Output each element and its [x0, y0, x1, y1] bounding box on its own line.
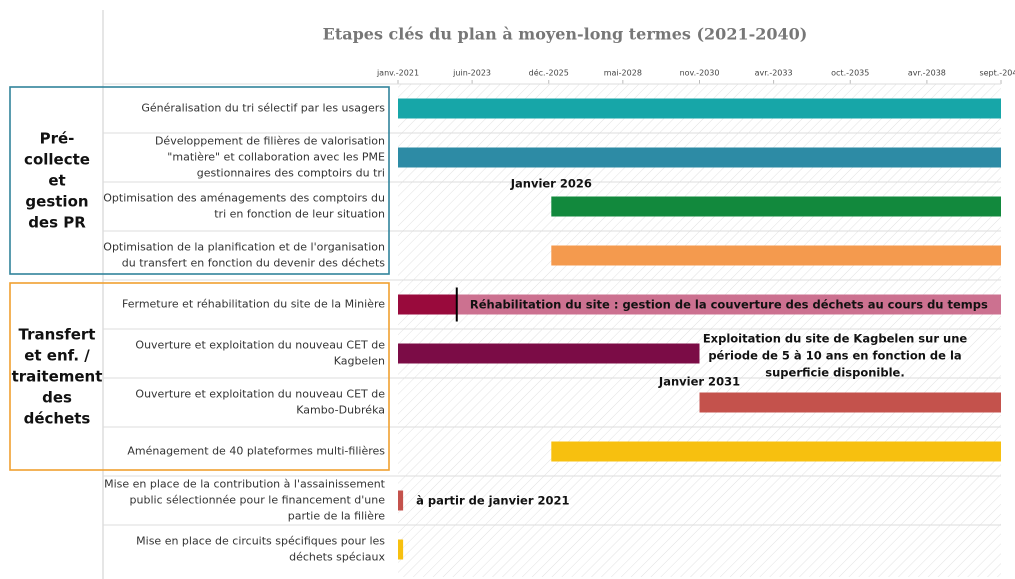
- group-label-line: et: [48, 171, 65, 189]
- task-label-line: Optimisation de la planification et de l…: [103, 241, 385, 254]
- bar: [699, 392, 1001, 413]
- group-label-line: collecte: [24, 150, 90, 168]
- annotation-line: période de 5 à 10 ans en fonction de la: [708, 348, 961, 362]
- x-tick-label: avr.-2033: [755, 69, 793, 78]
- annotation: Exploitation du site de Kagbelen sur une…: [703, 331, 968, 379]
- bar: [551, 245, 1001, 266]
- task-label: Optimisation de la planification et de l…: [103, 241, 385, 270]
- annotation-line: à partir de janvier 2021: [416, 493, 569, 507]
- task-label-line: Mise en place de circuits spécifiques po…: [136, 535, 385, 548]
- bar: [398, 294, 457, 315]
- group-box: [9, 282, 390, 471]
- task-label: Ouverture et exploitation du nouveau CET…: [135, 388, 385, 417]
- bar: [398, 343, 700, 364]
- task-label-line: Aménagement de 40 plateformes multi-fili…: [127, 445, 385, 458]
- group-label-line: Transfert: [19, 325, 96, 343]
- x-tick-label: avr.-2038: [908, 69, 946, 78]
- task-label-line: Généralisation du tri sélectif par les u…: [141, 102, 385, 115]
- task-label: Aménagement de 40 plateformes multi-fili…: [127, 445, 385, 458]
- x-tick-label: déc.-2025: [529, 68, 569, 78]
- task-label-line: Mise en place de la contribution à l'ass…: [104, 478, 386, 491]
- task-label: Généralisation du tri sélectif par les u…: [141, 102, 385, 115]
- bar: [398, 490, 404, 511]
- bar: [551, 196, 1001, 217]
- x-tick-label: sept.-2040: [979, 69, 1015, 78]
- task-label: Optimisation des aménagements des compto…: [103, 192, 385, 221]
- task-label-line: "matière" et collaboration avec les PME: [167, 151, 385, 164]
- task-label-line: déchets spéciaux: [289, 551, 385, 564]
- task-label: Fermeture et réhabilitation du site de l…: [122, 298, 385, 311]
- group-label-line: gestion: [25, 192, 88, 210]
- task-label-line: gestionnaires des comptoirs du tri: [197, 167, 385, 180]
- task-label: Ouverture et exploitation du nouveau CET…: [135, 339, 385, 368]
- task-label-line: Fermeture et réhabilitation du site de l…: [122, 298, 385, 311]
- task-label-line: Optimisation des aménagements des compto…: [103, 192, 385, 205]
- annotation: Janvier 2026: [510, 176, 592, 190]
- task-label-line: Kambo-Dubréka: [296, 404, 385, 417]
- task-label-line: Ouverture et exploitation du nouveau CET…: [135, 339, 385, 352]
- task-label-line: Développement de filières de valorisatio…: [155, 135, 385, 148]
- task-label-line: du transfert en fonction du devenir des …: [122, 257, 385, 270]
- group-label-line: traitement: [12, 367, 103, 385]
- group-label-line: des: [42, 388, 72, 406]
- task-label-line: partie de la filière: [288, 510, 386, 523]
- group-label-line: déchets: [24, 409, 91, 427]
- task-label: Mise en place de la contribution à l'ass…: [104, 478, 386, 523]
- task-label-line: public sélectionnée pour le financement …: [130, 494, 386, 507]
- bar: [456, 294, 1001, 315]
- task-label-line: Ouverture et exploitation du nouveau CET…: [135, 388, 385, 401]
- annotation-line: Réhabilitation du site : gestion de la c…: [470, 297, 988, 311]
- x-tick-label: nov.-2030: [680, 69, 720, 78]
- bar: [398, 98, 1001, 119]
- group-label: Transfert et enf. / traitement des déchets: [12, 325, 103, 427]
- annotation-line: Exploitation du site de Kagbelen sur une: [703, 331, 968, 345]
- bar: [398, 539, 404, 560]
- annotation-line: Janvier 2031: [658, 374, 740, 388]
- x-tick-label: oct.-2035: [831, 69, 869, 78]
- group-label-line: des PR: [28, 213, 86, 231]
- annotation: Janvier 2031: [658, 374, 740, 388]
- group-label-line: et enf. /: [24, 346, 90, 364]
- chart-title: Etapes clés du plan à moyen-long termes …: [323, 25, 808, 44]
- group-box: [9, 86, 390, 275]
- x-tick-label: juin-2023: [452, 69, 491, 78]
- x-tick-label: janv.-2021: [376, 69, 419, 78]
- task-label: Mise en place de circuits spécifiques po…: [136, 535, 385, 564]
- group-label-line: Pré-: [40, 129, 75, 147]
- group-label: Pré-collecte et gestion des PR: [24, 129, 90, 231]
- bar: [398, 147, 1001, 168]
- annotation-line: Janvier 2026: [510, 176, 592, 190]
- x-tick-label: mai-2028: [604, 69, 642, 78]
- task-label-line: Kagbelen: [334, 355, 385, 368]
- annotation: à partir de janvier 2021: [416, 493, 569, 507]
- annotation-line: superficie disponible.: [765, 365, 904, 379]
- task-label: Développement de filières de valorisatio…: [155, 135, 385, 180]
- task-label-line: tri en fonction de leur situation: [214, 208, 385, 221]
- bar: [551, 441, 1001, 462]
- annotation: Réhabilitation du site : gestion de la c…: [470, 297, 988, 311]
